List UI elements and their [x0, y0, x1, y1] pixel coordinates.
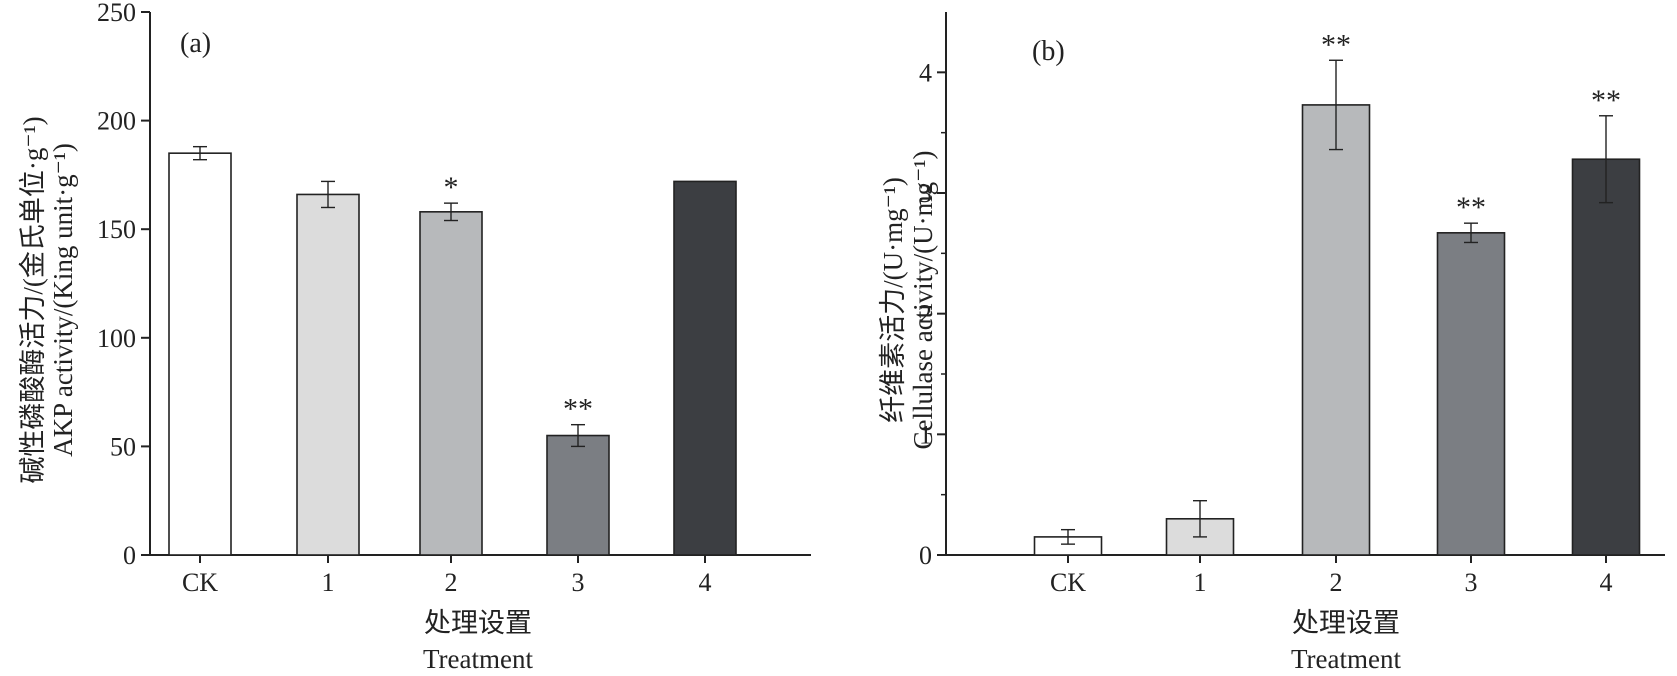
panel-a-y-tick-label: 0	[123, 541, 136, 570]
panel-a-bar	[673, 180, 737, 556]
panel-a-bar	[296, 193, 360, 556]
panel-b-x-tick-label: 3	[1465, 568, 1478, 597]
panel-b-y-title-en: Cellulase activity/(U·mg⁻¹)	[908, 150, 938, 449]
panel-a-y-axis-title: 碱性磷酸酶活力/(金氏单位·g⁻¹) AKP activity/(King un…	[18, 116, 78, 483]
panel-a-x-tick-label: 1	[322, 568, 335, 597]
panel-a-x-tick-label: 4	[699, 568, 712, 597]
panel-b-significance-mark: **	[1456, 191, 1486, 224]
panel-b-y-tick-label: 1	[919, 420, 932, 449]
panel-a-y-tick-label: 200	[97, 107, 136, 136]
panel-b-y-axis-title: 纤维素活力/(U·mg⁻¹) Cellulase activity/(U·mg⁻…	[878, 150, 938, 449]
panel-a-x-title-cn: 处理设置	[424, 608, 532, 638]
panel-b-x-tick-label: CK	[1050, 568, 1086, 597]
panel-b-y-tick-label: 3	[919, 179, 932, 208]
panel-a-x-tick-label: 3	[572, 568, 585, 597]
panel-a-x-title-en: Treatment	[423, 644, 533, 674]
panel-b-x-tick-label: 4	[1600, 568, 1613, 597]
panel-b-y-tick-label: 4	[919, 58, 932, 87]
panel-a-significance-mark: *	[444, 171, 459, 204]
panel-b-x-tick-label: 2	[1330, 568, 1343, 597]
panel-a-significance-mark: **	[563, 393, 593, 426]
panel-a-bar	[546, 434, 610, 556]
panel-b-significance-mark: **	[1321, 28, 1351, 61]
panel-b-significance-mark: **	[1591, 84, 1621, 117]
panel-a-x-tick-label: CK	[182, 568, 218, 597]
panel-a-y-tick-label: 250	[97, 0, 136, 27]
panel-a: (a) 0 50 100 150 200 250 CK 1 2 * 3 ** 4 碱性磷酸酶活力/(金氏…	[18, 0, 811, 674]
panel-b-y-title-cn: 纤维素活力/(U·mg⁻¹)	[878, 177, 908, 423]
panel-a-y-tick-label: 50	[110, 432, 136, 461]
panel-b-x-title-en: Treatment	[1291, 644, 1401, 674]
panel-a-y-title-cn: 碱性磷酸酶活力/(金氏单位·g⁻¹)	[18, 116, 48, 483]
panel-b-x-tick-label: 1	[1194, 568, 1207, 597]
panel-b-y-tick-label: 2	[919, 300, 932, 329]
panel-b-x-title-cn: 处理设置	[1292, 608, 1400, 638]
panel-b-bar	[1436, 232, 1506, 556]
panel-a-y-title-en: AKP activity/(King unit·g⁻¹)	[48, 143, 78, 457]
panel-b-bar	[1301, 104, 1371, 556]
panel-b-bar	[1571, 158, 1641, 556]
panel-a-bar	[419, 211, 483, 556]
panel-a-y-tick-label: 100	[97, 324, 136, 353]
panel-a-bar	[168, 152, 232, 556]
panel-b-y-tick-label: 0	[919, 541, 932, 570]
panel-b: (b) 0 1 2 3 4 CK 1 2 ** 3 ** 4 ** 纤维素活力/(U·mg⁻¹) Cel…	[878, 12, 1665, 674]
panel-b-tag: (b)	[1032, 36, 1065, 67]
panel-a-tag: (a)	[180, 28, 211, 59]
panel-a-y-tick-label: 150	[97, 215, 136, 244]
panel-a-x-tick-label: 2	[445, 568, 458, 597]
